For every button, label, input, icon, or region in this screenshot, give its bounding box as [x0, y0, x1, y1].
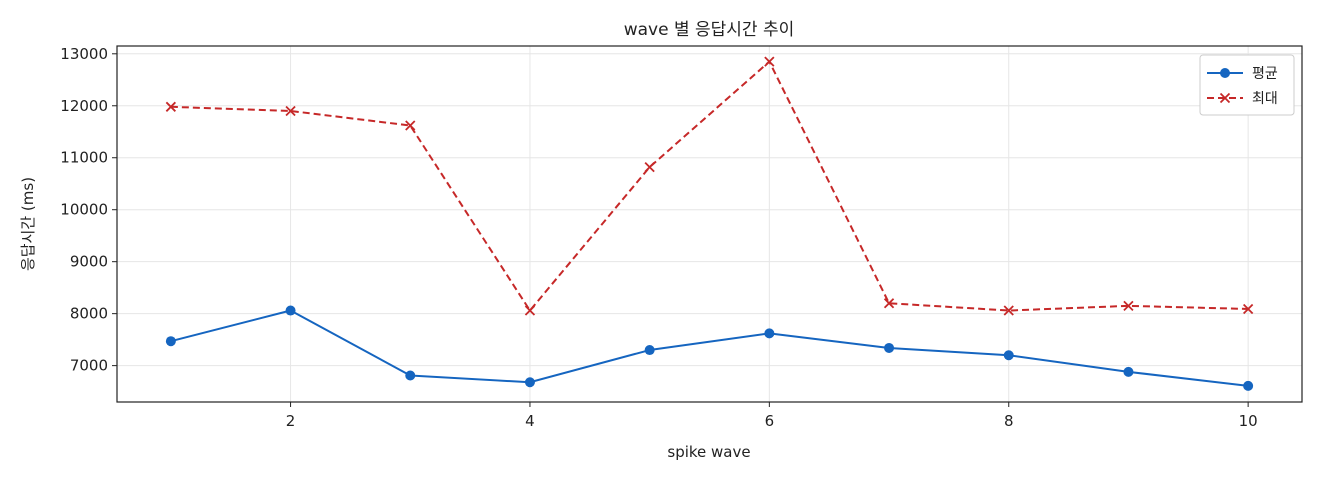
data-point — [644, 161, 655, 173]
plot-area — [116, 45, 1303, 403]
y-tick-label: 10000 — [60, 201, 108, 219]
data-point — [764, 328, 775, 339]
chart-title: wave 별 응답시간 추이 — [624, 20, 795, 40]
data-point — [165, 336, 176, 347]
x-tick-label: 8 — [1004, 412, 1014, 430]
grid-lines — [117, 46, 1302, 402]
series-layer — [165, 56, 1254, 391]
data-point — [1243, 380, 1254, 391]
data-point — [285, 305, 296, 316]
x-tick-label: 6 — [765, 412, 775, 430]
data-point — [165, 101, 177, 112]
data-point — [524, 377, 535, 388]
legend-item: 최대 — [1207, 91, 1278, 107]
legend-marker — [1220, 68, 1230, 78]
y-tick-label: 8000 — [70, 305, 108, 323]
data-point — [524, 305, 536, 316]
data-point — [1003, 350, 1014, 361]
x-tick-label: 10 — [1239, 412, 1258, 430]
y-tick-label: 11000 — [60, 149, 108, 167]
data-point — [405, 370, 416, 381]
legend-box — [1199, 54, 1295, 116]
data-point — [1003, 305, 1014, 316]
series-2 — [165, 56, 1254, 316]
series-line — [170, 60, 1249, 312]
x-tick-label: 4 — [525, 412, 535, 430]
x-axis: 2 4 6 8 10 — [286, 402, 1258, 430]
y-tick-label: 13000 — [60, 45, 108, 63]
legend-label: 최대 — [1252, 91, 1278, 107]
y-tick-label: 7000 — [70, 357, 108, 375]
y-tick-label: 9000 — [70, 253, 108, 271]
y-axis: 7000 8000 9000 10000 11000 12000 13000 — [60, 45, 117, 375]
x-tick-label: 2 — [286, 412, 296, 430]
y-axis-label: 응답시간 (ms) — [19, 177, 37, 271]
legend-label: 평균 — [1252, 66, 1278, 82]
x-axis-label: spike wave — [667, 443, 750, 461]
data-point — [1242, 303, 1254, 315]
data-point — [1123, 300, 1134, 311]
legend-marker — [1219, 92, 1231, 104]
series-1 — [165, 305, 1254, 391]
legend-item: 평균 — [1207, 66, 1278, 82]
data-point — [1123, 366, 1134, 377]
data-point — [764, 56, 775, 67]
data-point — [285, 105, 296, 117]
data-point — [644, 345, 655, 356]
series-line — [170, 309, 1249, 387]
data-point — [884, 342, 895, 353]
data-point — [405, 120, 416, 131]
y-tick-label: 12000 — [60, 97, 108, 115]
data-point — [883, 298, 895, 309]
